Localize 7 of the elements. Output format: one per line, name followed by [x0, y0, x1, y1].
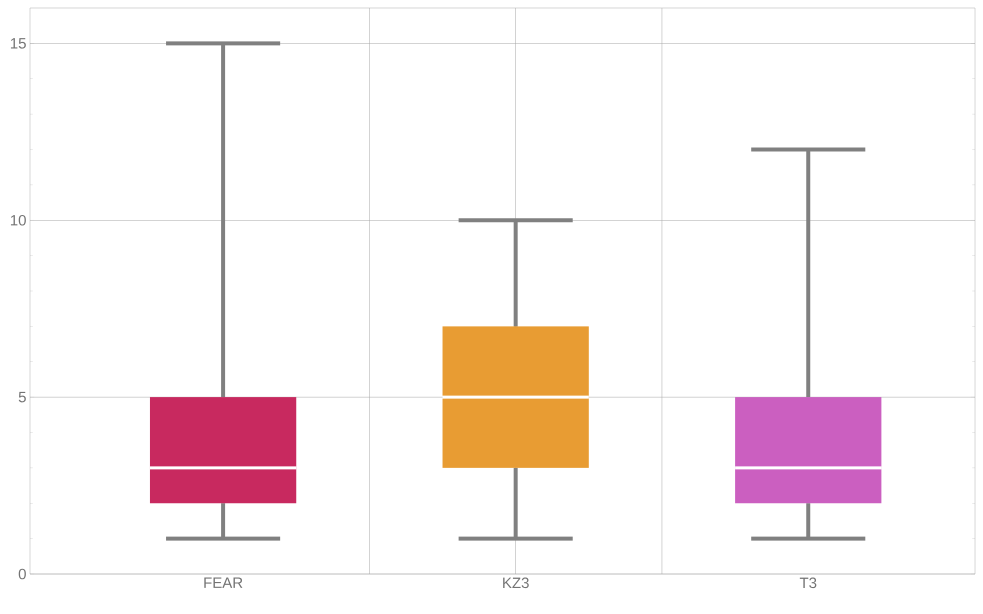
x-tick-label: KZ3 — [503, 578, 529, 588]
y-tick-label: 5 — [18, 392, 26, 402]
y-tick-label: 15 — [10, 38, 26, 49]
x-tick-label: FEAR — [204, 578, 242, 588]
y-tick-label: 10 — [10, 214, 26, 226]
x-tick-label: T3 — [800, 578, 816, 588]
y-tick-label: 0 — [18, 568, 26, 580]
